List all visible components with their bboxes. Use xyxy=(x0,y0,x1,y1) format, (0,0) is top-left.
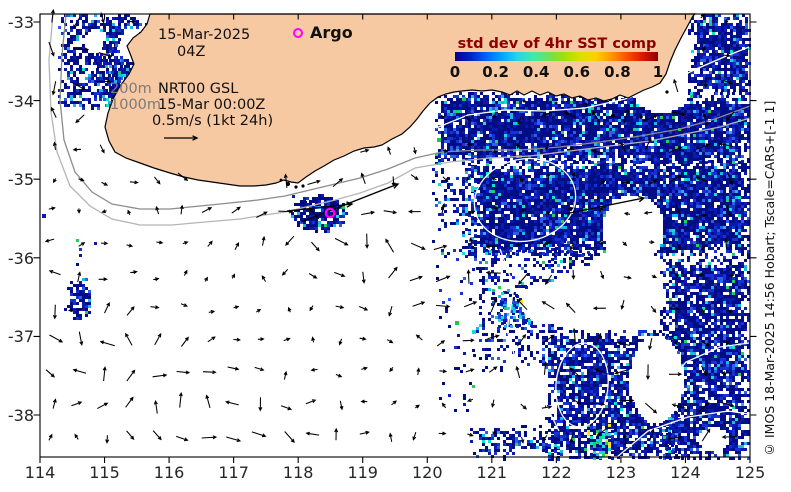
copyright-credit: © IMOS 18-Mar-2025 14:56 Hobart; Tscale=… xyxy=(762,100,777,457)
argo-float-marker xyxy=(324,207,336,219)
colorbar-title: std dev of 4hr SST comp xyxy=(457,36,657,52)
y-tick-label: -36 xyxy=(7,248,34,268)
y-tick-label: -33 xyxy=(7,13,34,32)
model-label: NRT00 GSL xyxy=(158,81,239,97)
strong-current-arrows xyxy=(164,135,646,223)
x-tick-label: 119 xyxy=(347,463,378,482)
x-tick-label: 121 xyxy=(476,463,508,482)
axis-ticks xyxy=(33,14,757,463)
depth-1000m-label: 1000m xyxy=(110,97,162,113)
y-tick-label: -34 xyxy=(7,91,34,111)
x-tick-label: 122 xyxy=(541,463,572,482)
x-tick-label: 115 xyxy=(89,463,120,482)
velocity-scale-label: 0.5m/s (1kt 24h) xyxy=(152,113,274,129)
x-tick-label: 123 xyxy=(605,463,637,482)
current-vector-field xyxy=(44,8,738,445)
x-tick-label: 118 xyxy=(282,463,314,482)
depth-200m-label: 200m xyxy=(110,81,152,97)
x-tick-label: 117 xyxy=(218,463,249,482)
colorbar-tick-label: 0.4 xyxy=(522,63,550,81)
colorbar-tick-label: 0.8 xyxy=(604,63,631,81)
x-tick-label: 125 xyxy=(734,463,766,482)
y-tick-label: -37 xyxy=(7,327,34,347)
colorbar-gradient xyxy=(455,52,658,61)
y-tick-label: -38 xyxy=(7,406,34,425)
colorbar-tick-label: 1 xyxy=(652,63,664,81)
y-tick-label: -35 xyxy=(7,170,34,190)
argo-legend-marker-icon xyxy=(293,28,303,38)
x-tick-label: 116 xyxy=(153,463,185,482)
colorbar-tick-label: 0 xyxy=(449,63,461,81)
x-tick-label: 114 xyxy=(24,463,56,482)
time-label: 04Z xyxy=(177,44,206,60)
colorbar-tick-label: 0.2 xyxy=(482,63,509,81)
x-tick-label: 120 xyxy=(411,463,443,482)
argo-legend-label: Argo xyxy=(310,23,353,42)
plot-frame xyxy=(39,13,751,458)
date-label: 15-Mar-2025 xyxy=(158,27,251,43)
model-time-label: 15-Mar 00:00Z xyxy=(158,97,266,113)
colorbar-tick-label: 0.6 xyxy=(563,63,591,81)
x-tick-label: 124 xyxy=(670,463,701,482)
